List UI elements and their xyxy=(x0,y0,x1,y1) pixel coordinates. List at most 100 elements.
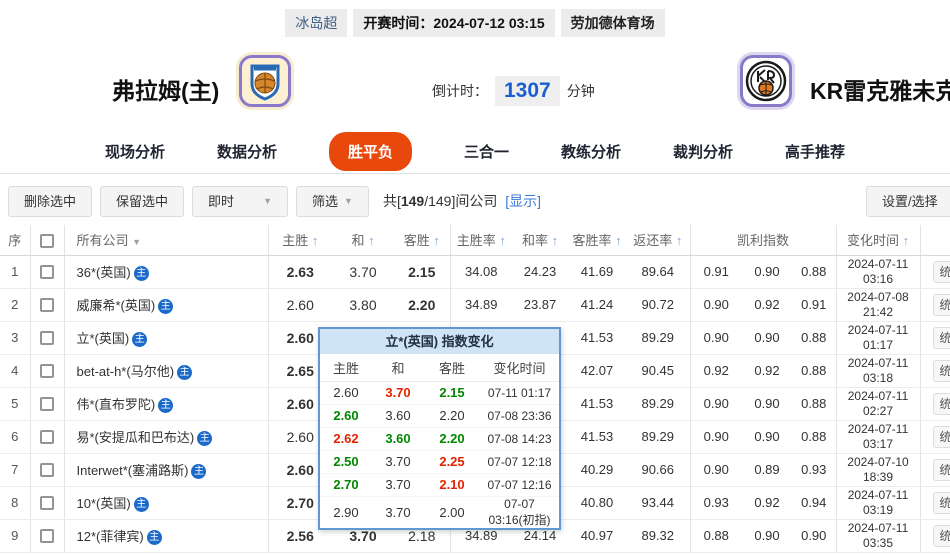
action-cell[interactable]: 统 xyxy=(920,387,950,421)
row-action-button[interactable]: 统 xyxy=(932,524,950,547)
countdown-unit: 分钟 xyxy=(566,83,595,99)
company-name[interactable]: 立*(英国) xyxy=(76,331,130,346)
row-checkbox-cell[interactable] xyxy=(30,354,65,388)
column-header[interactable] xyxy=(30,225,65,256)
tab-referee-analysis[interactable]: 裁判分析 xyxy=(673,144,734,161)
kelly-index-1: 0.88 xyxy=(690,519,742,553)
company-cell[interactable]: 36*(英国) 主 xyxy=(64,255,269,289)
action-cell[interactable]: 统 xyxy=(920,354,950,388)
row-checkbox[interactable] xyxy=(40,430,54,445)
column-header[interactable]: 主胜 ↑ xyxy=(268,225,332,256)
sort-arrow-icon[interactable]: ↑ xyxy=(675,233,683,249)
column-header[interactable]: 和 ↑ xyxy=(332,225,394,256)
row-checkbox[interactable] xyxy=(40,331,54,346)
delete-selected-button[interactable]: 删除选中 xyxy=(8,185,93,217)
row-checkbox-cell[interactable] xyxy=(30,453,65,487)
sort-arrow-icon[interactable]: ↑ xyxy=(551,233,559,249)
row-action-button[interactable]: 统 xyxy=(932,326,950,349)
company-cell[interactable]: 威廉希*(英国) 主 xyxy=(64,288,269,322)
action-cell[interactable]: 统 xyxy=(920,453,950,487)
column-header[interactable]: 客胜 ↑ xyxy=(394,225,451,256)
row-checkbox[interactable] xyxy=(40,265,54,280)
action-cell[interactable]: 统 xyxy=(920,519,950,553)
tab-live-analysis[interactable]: 现场分析 xyxy=(104,144,165,161)
company-name[interactable]: 12*(菲律宾) xyxy=(76,529,144,544)
tab-three-in-one[interactable]: 三合一 xyxy=(463,144,509,161)
company-name[interactable]: Interwet*(塞浦路斯) xyxy=(76,463,189,478)
row-checkbox[interactable] xyxy=(40,364,54,379)
sort-arrow-icon[interactable]: ↑ xyxy=(368,233,375,249)
row-checkbox[interactable] xyxy=(40,529,54,544)
company-cell[interactable]: 伟*(直布罗陀) 主 xyxy=(64,387,269,421)
row-action-button[interactable]: 统 xyxy=(932,260,950,283)
tab-win-draw-lose[interactable]: 胜平负 xyxy=(328,132,412,171)
row-checkbox-cell[interactable] xyxy=(30,420,65,454)
home-badge-icon: 主 xyxy=(197,431,213,446)
row-action-button[interactable]: 统 xyxy=(932,293,950,316)
row-checkbox[interactable] xyxy=(40,496,54,511)
company-name[interactable]: 36*(英国) xyxy=(76,265,131,280)
sort-arrow-icon[interactable]: ↑ xyxy=(902,233,910,249)
sort-arrow-icon[interactable]: ↑ xyxy=(499,233,506,249)
column-header[interactable]: 返还率 ↑ xyxy=(626,225,691,256)
row-checkbox[interactable] xyxy=(40,397,54,412)
instant-dropdown[interactable]: 即时 ▼ xyxy=(192,185,289,217)
sort-arrow-icon[interactable]: ↑ xyxy=(311,233,319,249)
row-action-button[interactable]: 统 xyxy=(932,359,950,382)
company-cell[interactable]: 立*(英国) 主 xyxy=(64,321,269,355)
column-header[interactable]: 和率 ↑ xyxy=(512,225,568,256)
row-action-button[interactable]: 统 xyxy=(932,392,950,415)
show-link[interactable]: [显示] xyxy=(505,193,542,209)
company-cell[interactable]: bet-at-h*(马尔他) 主 xyxy=(64,354,269,388)
company-cell[interactable]: 10*(英国) 主 xyxy=(64,486,269,520)
action-cell[interactable]: 统 xyxy=(920,420,950,454)
keep-selected-button[interactable]: 保留选中 xyxy=(100,185,185,217)
row-checkbox[interactable] xyxy=(40,298,54,313)
sort-arrow-icon[interactable]: ↑ xyxy=(615,233,622,249)
row-action-button[interactable]: 统 xyxy=(932,458,950,481)
away-win-rate: 41.53 xyxy=(568,387,626,421)
company-cell[interactable]: Interwet*(塞浦路斯) 主 xyxy=(64,453,269,487)
home-win-rate: 34.08 xyxy=(450,255,512,289)
action-cell[interactable]: 统 xyxy=(920,486,950,520)
column-header[interactable]: 主胜率 ↑ xyxy=(450,225,512,256)
tab-expert-recommend[interactable]: 高手推荐 xyxy=(785,144,846,161)
filter-dropdown-label: 筛选 xyxy=(312,193,339,209)
sort-arrow-icon[interactable]: ↑ xyxy=(433,233,440,249)
row-checkbox-cell[interactable] xyxy=(30,519,65,553)
row-checkbox[interactable] xyxy=(40,463,54,478)
action-cell[interactable]: 统 xyxy=(920,288,950,322)
kelly-index-3: 0.91 xyxy=(792,288,837,322)
tab-coach-analysis[interactable]: 教练分析 xyxy=(561,144,622,161)
tab-data-analysis[interactable]: 数据分析 xyxy=(216,144,277,161)
company-cell[interactable]: 易*(安提瓜和巴布达) 主 xyxy=(64,420,269,454)
company-name[interactable]: 威廉希*(英国) xyxy=(76,298,156,313)
away-win-rate: 40.29 xyxy=(568,453,626,487)
column-header[interactable]: 所有公司 ▼ xyxy=(64,225,269,256)
column-header[interactable]: 变化时间 ↑ xyxy=(836,225,921,256)
kelly-index-2: 0.90 xyxy=(742,321,792,355)
select-all-checkbox[interactable] xyxy=(40,233,54,248)
company-name[interactable]: 10*(英国) xyxy=(76,496,131,511)
popup-row: 2.90 3.70 2.00 07-07 03:16(初指) xyxy=(320,496,559,528)
row-checkbox-cell[interactable] xyxy=(30,288,65,322)
company-name[interactable]: bet-at-h*(马尔他) xyxy=(76,364,175,379)
company-name[interactable]: 伟*(直布罗陀) xyxy=(76,397,156,412)
payout-rate: 89.29 xyxy=(626,321,691,355)
row-action-button[interactable]: 统 xyxy=(932,491,950,514)
row-checkbox-cell[interactable] xyxy=(30,321,65,355)
action-cell[interactable]: 统 xyxy=(920,321,950,355)
settings-select-button[interactable]: 设置/选择 xyxy=(866,185,950,217)
company-name[interactable]: 易*(安提瓜和巴布达) xyxy=(76,430,195,445)
popup-home-odds: 2.60 xyxy=(320,381,372,405)
popup-row: 2.60 3.60 2.20 07-08 23:36 xyxy=(320,404,559,428)
chevron-down-icon[interactable]: ▼ xyxy=(132,237,142,248)
company-cell[interactable]: 12*(菲律宾) 主 xyxy=(64,519,269,553)
row-checkbox-cell[interactable] xyxy=(30,387,65,421)
row-action-button[interactable]: 统 xyxy=(932,425,950,448)
column-header[interactable]: 客胜率 ↑ xyxy=(568,225,626,256)
row-checkbox-cell[interactable] xyxy=(30,255,65,289)
row-checkbox-cell[interactable] xyxy=(30,486,65,520)
action-cell[interactable]: 统 xyxy=(920,255,950,289)
filter-dropdown[interactable]: 筛选 ▼ xyxy=(296,185,369,217)
